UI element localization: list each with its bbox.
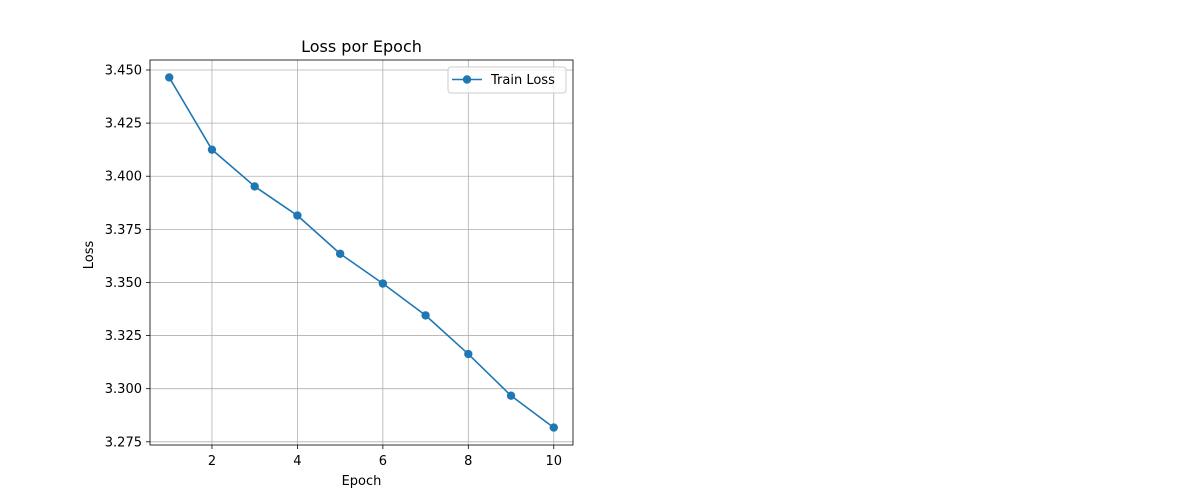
data-point bbox=[378, 279, 388, 288]
data-point bbox=[165, 73, 174, 82]
series-layer bbox=[165, 73, 558, 432]
x-tick-label: 2 bbox=[208, 454, 216, 469]
x-tick-label: 10 bbox=[545, 454, 562, 469]
y-tick-label: 3.300 bbox=[105, 382, 142, 397]
y-tick-label: 3.450 bbox=[105, 63, 142, 78]
y-tick-label: 3.400 bbox=[105, 170, 142, 185]
y-axis-label: Loss bbox=[82, 241, 97, 270]
x-axis: 2 4 6 8 10 bbox=[208, 445, 562, 469]
legend-marker bbox=[462, 75, 472, 84]
legend: Train Loss bbox=[447, 66, 567, 94]
data-point bbox=[207, 145, 217, 154]
legend-label: Train Loss bbox=[490, 73, 555, 88]
x-tick-label: 8 bbox=[464, 454, 472, 469]
y-tick-label: 3.425 bbox=[105, 117, 142, 132]
data-point bbox=[549, 423, 558, 432]
data-point bbox=[464, 349, 473, 359]
y-tick-label: 3.275 bbox=[105, 435, 142, 450]
plot-area bbox=[150, 60, 573, 445]
x-tick-label: 4 bbox=[293, 454, 301, 469]
data-point bbox=[335, 249, 345, 258]
data-point bbox=[293, 211, 302, 220]
y-tick-label: 3.325 bbox=[105, 329, 142, 344]
x-axis-label: Epoch bbox=[342, 474, 382, 489]
grid bbox=[150, 60, 573, 445]
plot-frame bbox=[149, 59, 574, 446]
chart-title: Loss por Epoch bbox=[301, 37, 422, 56]
y-tick-label: 3.375 bbox=[105, 223, 142, 238]
legend-box bbox=[447, 66, 567, 94]
data-point bbox=[506, 391, 516, 400]
y-tick-label: 3.350 bbox=[105, 276, 142, 291]
y-axis: 3.275 3.300 3.325 3.350 3.375 3.400 3.425 3.450 bbox=[105, 63, 150, 450]
series-line-train-loss bbox=[168, 77, 555, 429]
x-tick-label: 6 bbox=[379, 454, 387, 469]
data-point bbox=[250, 182, 259, 191]
data-point bbox=[421, 311, 430, 320]
